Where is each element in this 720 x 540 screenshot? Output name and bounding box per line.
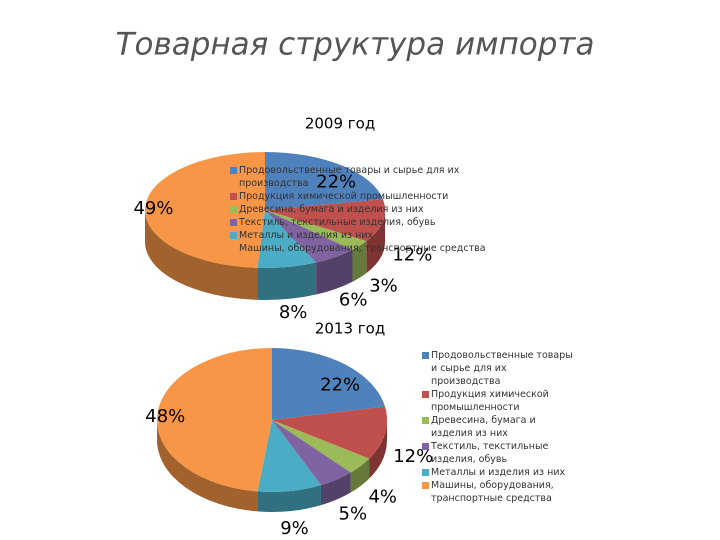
legend: Продовольственные товары и сырье для их … [230,164,530,255]
chart-title: 2013 год [315,320,385,338]
legend-label: Текстиль, текстильные изделия, обувь [431,441,549,465]
legend-label: Древесина, бумага и изделия из них [431,415,536,439]
legend-swatch [230,167,237,174]
pie-slice-side [157,420,258,512]
data-label: 4% [368,486,397,507]
pie-slice-side [369,420,387,479]
pie-slice [272,420,351,486]
data-label: 9% [280,518,309,539]
legend-swatch [422,352,429,359]
legend-label: Продукция химической промышленности [239,191,449,202]
pie-slice [265,210,353,263]
legend-label: Металлы и изделия из них [431,467,566,478]
legend-swatch [230,193,237,200]
legend-label: Текстиль, текстильные изделия, обувь [239,217,436,228]
legend-item: Древесина, бумага и изделия из них [230,203,530,216]
data-label: 48% [145,406,185,427]
pie-slice [272,406,387,459]
pie-slice-side [320,472,351,506]
legend-item: Металлы и изделия из них [422,466,577,479]
pie-slice-side [366,210,385,274]
legend-item: Машины, оборудования, транспортные средс… [422,479,577,505]
pie-slice [265,152,383,210]
legend-label: Металлы и изделия из них [239,230,374,241]
data-label: 6% [339,290,368,311]
legend-item: Металлы и изделия из них [230,229,530,242]
legend-swatch [422,482,429,489]
legend: Продовольственные товары и сырье для их … [422,349,577,505]
legend-item: Текстиль, текстильные изделия, обувь [230,216,530,229]
data-label: 12% [393,446,433,467]
slide-title: Товарная структура импорта [116,27,595,63]
legend-swatch [230,206,237,213]
pie-slice [272,420,370,473]
legend-swatch [422,417,429,424]
pie-slice [257,210,317,269]
pie-slice [257,420,321,492]
pie-slice-side [257,262,317,300]
pie-slice [272,348,385,420]
legend-swatch [422,391,429,398]
pie-slice-side [145,210,258,300]
legend-item: Продовольственные товары и сырье для их … [230,164,530,190]
legend-item: Древесина, бумага и изделия из них [422,414,577,440]
legend-item: Продукция химической промышленности [230,190,530,203]
data-label: 3% [369,275,398,296]
chart-title: 2009 год [305,115,375,133]
legend-label: Продовольственные товары и сырье для их … [431,350,573,387]
legend-label: Машины, оборудования, транспортные средс… [239,243,486,254]
legend-swatch [422,469,429,476]
legend-label: Продовольственные товары и сырье для их … [239,165,460,189]
data-label: 5% [339,503,368,524]
pie-slice [157,348,272,492]
data-label: 12% [392,245,432,266]
legend-label: Древесина, бумага и изделия из них [239,204,424,215]
data-label: 8% [279,302,308,323]
legend-item: Продукция химической промышленности [422,388,577,414]
data-label: 49% [133,198,173,219]
legend-label: Машины, оборудования, транспортные средс… [431,480,554,504]
data-label: 22% [316,171,356,192]
legend-swatch [422,443,429,450]
data-label: 22% [320,375,360,396]
legend-swatch [230,219,237,226]
pie-slice [265,199,386,242]
legend-swatch [230,232,237,239]
legend-item: Продовольственные товары и сырье для их … [422,349,577,388]
pie-slice-side [350,458,370,493]
pie-slice-side [352,241,367,282]
pie-slice-side [257,485,321,512]
legend-label: Продукция химической промышленности [431,389,549,413]
pie-slice [265,210,367,250]
legend-item: Текстиль, текстильные изделия, обувь [422,440,577,466]
pie-slice-side [316,249,353,295]
legend-item: Машины, оборудования, транспортные средс… [230,242,530,255]
legend-swatch [230,245,237,252]
